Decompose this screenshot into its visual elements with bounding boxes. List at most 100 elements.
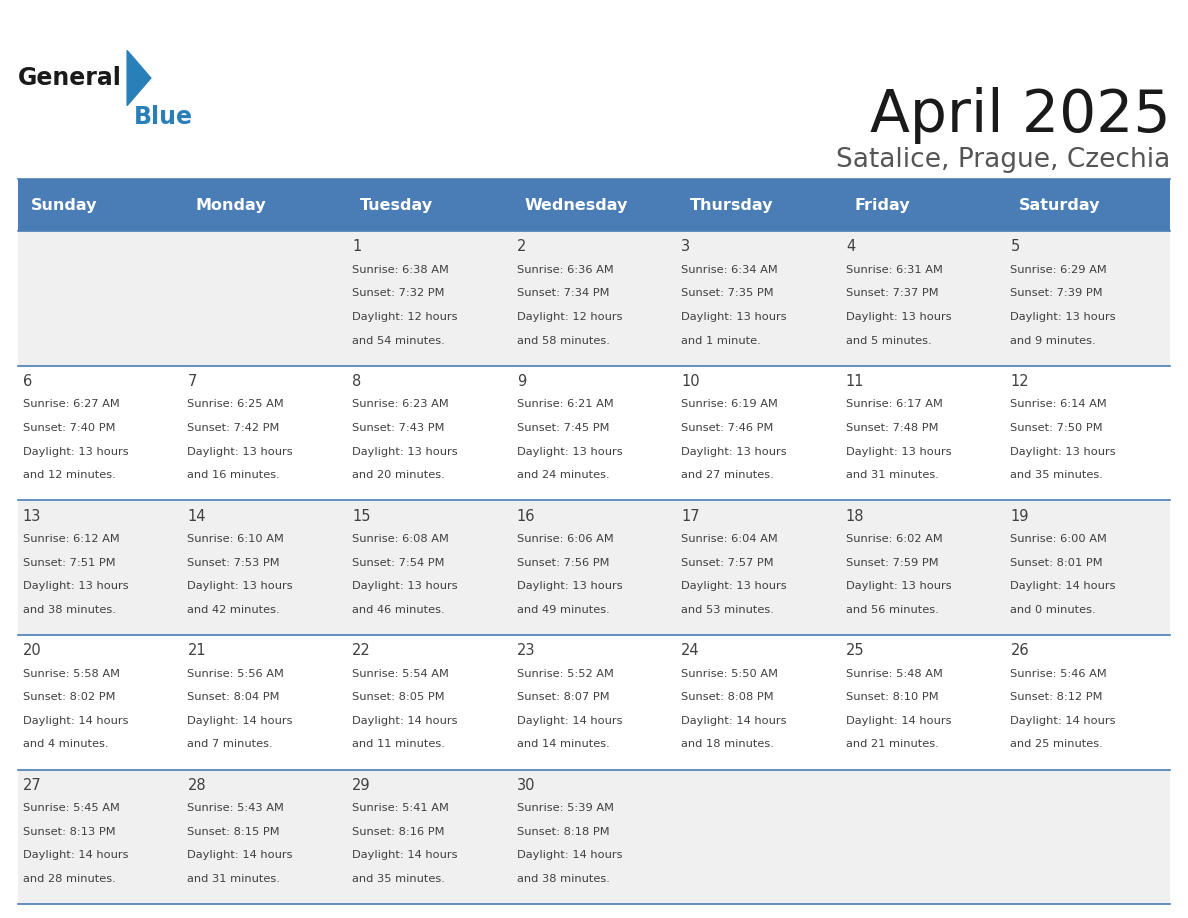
- Text: and 24 minutes.: and 24 minutes.: [517, 470, 609, 480]
- Text: Sunset: 8:08 PM: Sunset: 8:08 PM: [681, 692, 773, 702]
- Text: Daylight: 14 hours: Daylight: 14 hours: [188, 716, 293, 726]
- Bar: [18, 635, 1170, 769]
- Text: and 56 minutes.: and 56 minutes.: [846, 605, 939, 615]
- Text: and 27 minutes.: and 27 minutes.: [681, 470, 775, 480]
- Text: Daylight: 13 hours: Daylight: 13 hours: [1011, 446, 1116, 456]
- Text: Sunset: 7:57 PM: Sunset: 7:57 PM: [681, 557, 773, 567]
- Bar: [18, 179, 1170, 231]
- Text: Sunrise: 6:17 AM: Sunrise: 6:17 AM: [846, 399, 943, 409]
- Text: 24: 24: [681, 644, 700, 658]
- Text: and 35 minutes.: and 35 minutes.: [352, 874, 444, 884]
- Text: and 9 minutes.: and 9 minutes.: [1011, 336, 1097, 345]
- Text: Sunset: 8:18 PM: Sunset: 8:18 PM: [517, 827, 609, 837]
- Text: Sunrise: 6:36 AM: Sunrise: 6:36 AM: [517, 265, 613, 274]
- Text: 8: 8: [352, 374, 361, 389]
- Text: Sunset: 7:43 PM: Sunset: 7:43 PM: [352, 423, 444, 433]
- Text: Sunrise: 5:50 AM: Sunrise: 5:50 AM: [681, 668, 778, 678]
- Text: Sunrise: 5:58 AM: Sunrise: 5:58 AM: [23, 668, 120, 678]
- Text: 21: 21: [188, 644, 206, 658]
- Text: Sunrise: 6:02 AM: Sunrise: 6:02 AM: [846, 534, 942, 544]
- Text: and 28 minutes.: and 28 minutes.: [23, 874, 115, 884]
- Text: 17: 17: [681, 509, 700, 523]
- Text: Sunset: 7:50 PM: Sunset: 7:50 PM: [1011, 423, 1104, 433]
- Text: Daylight: 13 hours: Daylight: 13 hours: [517, 446, 623, 456]
- Text: Sunset: 7:34 PM: Sunset: 7:34 PM: [517, 288, 609, 298]
- Text: and 21 minutes.: and 21 minutes.: [846, 739, 939, 749]
- Text: Daylight: 14 hours: Daylight: 14 hours: [681, 716, 786, 726]
- Text: and 11 minutes.: and 11 minutes.: [352, 739, 444, 749]
- Text: Sunset: 8:16 PM: Sunset: 8:16 PM: [352, 827, 444, 837]
- Bar: [18, 500, 1170, 635]
- Text: Sunset: 7:59 PM: Sunset: 7:59 PM: [846, 557, 939, 567]
- Bar: [18, 366, 1170, 500]
- Text: and 38 minutes.: and 38 minutes.: [23, 605, 115, 615]
- Text: and 54 minutes.: and 54 minutes.: [352, 336, 444, 345]
- Text: and 0 minutes.: and 0 minutes.: [1011, 605, 1097, 615]
- Text: Sunset: 8:13 PM: Sunset: 8:13 PM: [23, 827, 115, 837]
- Text: and 12 minutes.: and 12 minutes.: [23, 470, 115, 480]
- Text: Daylight: 12 hours: Daylight: 12 hours: [517, 312, 623, 322]
- Text: 30: 30: [517, 778, 535, 793]
- Text: Sunrise: 6:34 AM: Sunrise: 6:34 AM: [681, 265, 778, 274]
- Text: Satalice, Prague, Czechia: Satalice, Prague, Czechia: [836, 147, 1170, 173]
- Text: Sunrise: 5:46 AM: Sunrise: 5:46 AM: [1011, 668, 1107, 678]
- Text: Sunrise: 6:29 AM: Sunrise: 6:29 AM: [1011, 265, 1107, 274]
- Text: 12: 12: [1011, 374, 1029, 389]
- Text: Daylight: 13 hours: Daylight: 13 hours: [517, 581, 623, 591]
- Text: Sunrise: 6:23 AM: Sunrise: 6:23 AM: [352, 399, 449, 409]
- Text: Daylight: 13 hours: Daylight: 13 hours: [681, 581, 786, 591]
- Text: Sunrise: 6:19 AM: Sunrise: 6:19 AM: [681, 399, 778, 409]
- Text: Daylight: 13 hours: Daylight: 13 hours: [352, 446, 457, 456]
- Text: 9: 9: [517, 374, 526, 389]
- Text: 28: 28: [188, 778, 206, 793]
- Text: Sunrise: 5:52 AM: Sunrise: 5:52 AM: [517, 668, 613, 678]
- Text: and 31 minutes.: and 31 minutes.: [188, 874, 280, 884]
- Text: Sunset: 8:04 PM: Sunset: 8:04 PM: [188, 692, 280, 702]
- Text: Sunrise: 6:12 AM: Sunrise: 6:12 AM: [23, 534, 120, 544]
- Text: and 46 minutes.: and 46 minutes.: [352, 605, 444, 615]
- Text: Monday: Monday: [196, 197, 266, 213]
- Text: 11: 11: [846, 374, 865, 389]
- Text: Sunrise: 6:00 AM: Sunrise: 6:00 AM: [1011, 534, 1107, 544]
- Text: and 14 minutes.: and 14 minutes.: [517, 739, 609, 749]
- Text: and 18 minutes.: and 18 minutes.: [681, 739, 775, 749]
- Text: 23: 23: [517, 644, 535, 658]
- Bar: [18, 769, 1170, 904]
- Text: Daylight: 13 hours: Daylight: 13 hours: [846, 446, 952, 456]
- Text: and 58 minutes.: and 58 minutes.: [517, 336, 609, 345]
- Text: 29: 29: [352, 778, 371, 793]
- Text: Daylight: 13 hours: Daylight: 13 hours: [681, 312, 786, 322]
- Text: Daylight: 13 hours: Daylight: 13 hours: [23, 446, 128, 456]
- Text: 13: 13: [23, 509, 42, 523]
- Text: April 2025: April 2025: [870, 87, 1170, 144]
- Text: Daylight: 14 hours: Daylight: 14 hours: [1011, 581, 1116, 591]
- Text: and 20 minutes.: and 20 minutes.: [352, 470, 444, 480]
- Text: Sunrise: 5:54 AM: Sunrise: 5:54 AM: [352, 668, 449, 678]
- Text: Wednesday: Wednesday: [525, 197, 628, 213]
- Text: Daylight: 14 hours: Daylight: 14 hours: [188, 850, 293, 860]
- Text: and 16 minutes.: and 16 minutes.: [188, 470, 280, 480]
- Text: Sunrise: 6:21 AM: Sunrise: 6:21 AM: [517, 399, 613, 409]
- Text: and 25 minutes.: and 25 minutes.: [1011, 739, 1104, 749]
- Text: Sunset: 7:39 PM: Sunset: 7:39 PM: [1011, 288, 1104, 298]
- Text: Sunset: 7:37 PM: Sunset: 7:37 PM: [846, 288, 939, 298]
- Text: Sunset: 8:01 PM: Sunset: 8:01 PM: [1011, 557, 1104, 567]
- Text: Daylight: 13 hours: Daylight: 13 hours: [1011, 312, 1116, 322]
- Text: Friday: Friday: [854, 197, 910, 213]
- Polygon shape: [127, 50, 151, 106]
- Text: Daylight: 14 hours: Daylight: 14 hours: [846, 716, 952, 726]
- Text: Sunset: 7:42 PM: Sunset: 7:42 PM: [188, 423, 279, 433]
- Text: Sunrise: 6:25 AM: Sunrise: 6:25 AM: [188, 399, 284, 409]
- Text: 27: 27: [23, 778, 42, 793]
- Text: Thursday: Thursday: [689, 197, 773, 213]
- Text: Sunrise: 6:14 AM: Sunrise: 6:14 AM: [1011, 399, 1107, 409]
- Text: 1: 1: [352, 240, 361, 254]
- Text: Daylight: 13 hours: Daylight: 13 hours: [188, 581, 293, 591]
- Text: 4: 4: [846, 240, 855, 254]
- Text: 5: 5: [1011, 240, 1019, 254]
- Text: Sunrise: 6:10 AM: Sunrise: 6:10 AM: [188, 534, 284, 544]
- Text: Sunday: Sunday: [31, 197, 97, 213]
- Text: and 42 minutes.: and 42 minutes.: [188, 605, 280, 615]
- Text: Daylight: 14 hours: Daylight: 14 hours: [23, 716, 128, 726]
- Text: and 35 minutes.: and 35 minutes.: [1011, 470, 1104, 480]
